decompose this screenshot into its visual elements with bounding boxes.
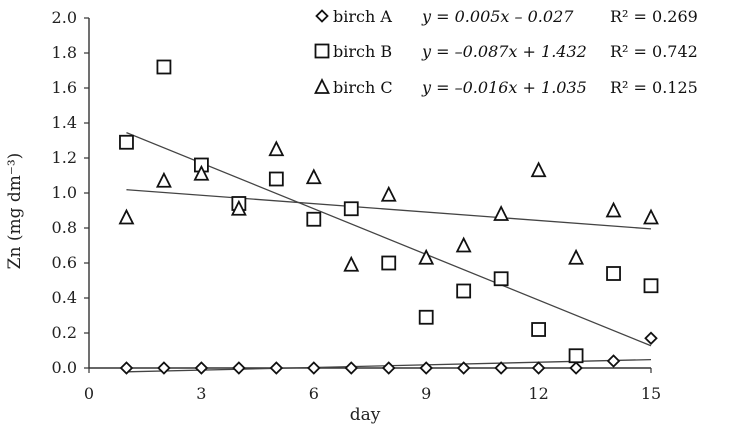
birch-c-point (230, 199, 247, 216)
x-tick-label: 3 (196, 384, 206, 403)
x-tick-label: 0 (84, 384, 94, 403)
birch-a-point (307, 361, 321, 375)
y-tick-label: 1.0 (52, 183, 77, 202)
y-tick-label: 1.4 (52, 113, 77, 132)
birch-a-point (381, 361, 396, 375)
birch-b-point (418, 309, 434, 325)
y-tick-label: 0.2 (52, 323, 77, 342)
birch-b-trendline (126, 132, 652, 347)
y-tick-label: 0.6 (52, 253, 77, 272)
birch-c-legend-marker (314, 77, 330, 94)
birch-b-point (531, 322, 546, 337)
birch-a-legend-equation: y = 0.005x – 0.027 (421, 7, 574, 26)
birch-a-point (157, 361, 171, 375)
birch-a-point (606, 354, 621, 368)
x-tick-label: 15 (641, 384, 661, 403)
birch-a-point (531, 361, 546, 375)
birch-b-legend-marker (314, 43, 330, 59)
birch-c-point (343, 255, 360, 272)
birch-c-point (568, 248, 585, 265)
y-tick-label: 0.8 (52, 218, 77, 237)
birch-b-point (156, 59, 172, 75)
birch-c-legend-r2: R² = 0.125 (610, 78, 698, 97)
birch-b-point (643, 278, 659, 294)
y-tick-label: 1.8 (52, 43, 77, 62)
birch-b-point (493, 271, 509, 287)
birch-a-point (344, 361, 359, 375)
birch-a-point (456, 361, 471, 375)
x-tick-label: 9 (421, 384, 431, 403)
birch-c-trendline (126, 189, 652, 230)
y-tick-label: 0.0 (52, 358, 77, 377)
birch-c-legend-name: birch C (333, 78, 393, 97)
birch-c-point (155, 171, 172, 188)
birch-c-legend-equation: y = –0.016x + 1.035 (421, 78, 587, 97)
birch-a-point (194, 361, 209, 375)
birch-c-point (268, 140, 285, 157)
birch-c-point (305, 168, 322, 185)
axes: 0.0 0.2 0.4 0.6 0.8 1.0 1.2 1.4 1.6 1.8 2.0 0 3 6 9 12 1… (52, 8, 662, 403)
birch-b-point (343, 201, 359, 217)
birch-c-point (605, 201, 622, 218)
birch-b-point (606, 266, 621, 281)
birch-b-point (456, 283, 472, 299)
birch-b-point (568, 348, 584, 364)
birch-c-point (118, 208, 135, 225)
birch-a-legend-name: birch A (333, 7, 392, 26)
birch-b-point (119, 134, 134, 150)
x-axis-label: day (350, 405, 381, 425)
birch-b-legend-name: birch B (333, 42, 392, 61)
y-tick-label: 1.6 (52, 78, 77, 97)
birch-a-point (119, 361, 134, 375)
birch-a-point (569, 361, 583, 375)
birch-c-point (455, 236, 472, 253)
x-tick-label: 12 (528, 384, 548, 403)
birch-c-point (530, 161, 547, 178)
birch-c-point (380, 185, 397, 202)
birch-b-point (268, 171, 284, 187)
legend: birch A y = 0.005x – 0.027 R² = 0.269 birch… (314, 7, 698, 97)
birch-c-point (493, 204, 510, 221)
birch-b-point (306, 211, 322, 227)
birch-a-point (232, 361, 246, 375)
birch-b-legend-equation: y = –0.087x + 1.432 (421, 42, 587, 61)
birch-a-point (644, 331, 658, 346)
birch-a-point (419, 361, 433, 375)
x-tick-label: 6 (309, 384, 319, 403)
birch-b-legend-r2: R² = 0.742 (610, 42, 698, 61)
birch-a-point (494, 361, 508, 375)
birch-a-legend-r2: R² = 0.269 (610, 7, 698, 26)
birch-c-point (193, 164, 210, 181)
y-axis-label: Zn (mg dm⁻³) (5, 153, 25, 270)
y-tick-label: 1.2 (52, 148, 77, 167)
y-tick-label: 2.0 (52, 8, 77, 27)
y-tick-label: 0.4 (52, 288, 77, 307)
birch-b-point (381, 255, 397, 271)
birch-c-point (418, 248, 435, 265)
markers (118, 59, 659, 375)
birch-c-point (643, 208, 659, 225)
birch-a-point (269, 361, 284, 375)
birch-a-legend-marker (315, 9, 329, 23)
